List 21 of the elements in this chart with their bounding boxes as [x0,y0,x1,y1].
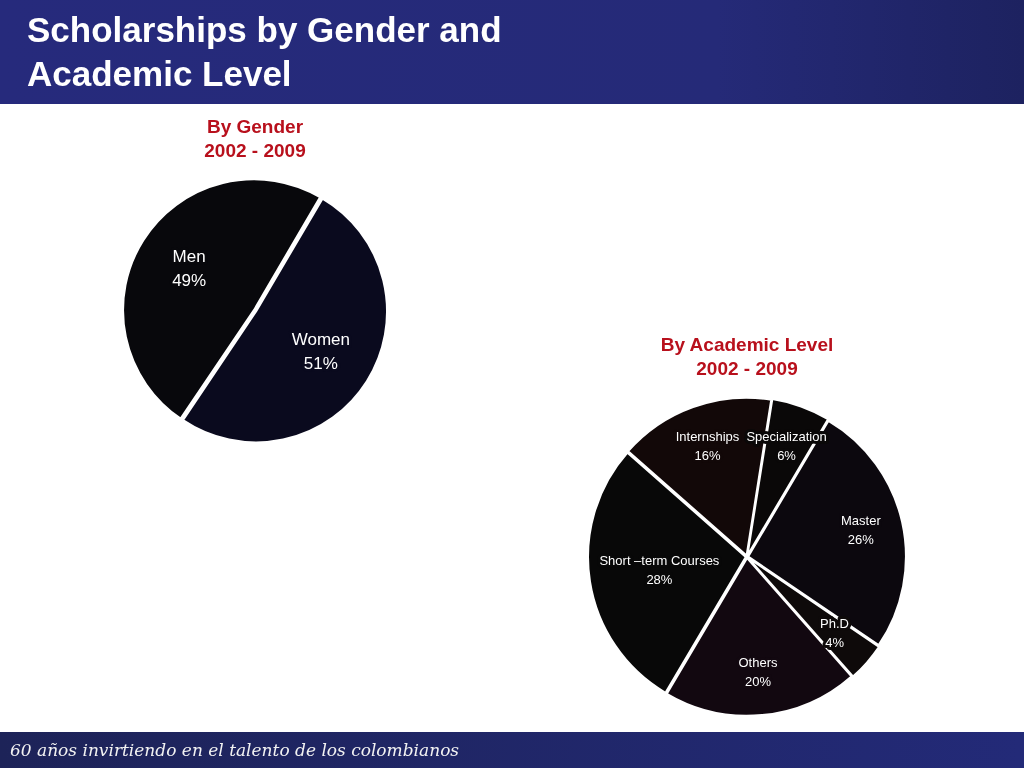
data-label: 6% [777,448,797,463]
slice-label: Short –term Courses [599,552,720,568]
data-label: 20% [744,673,772,689]
chart-title: By Academic Level [660,333,834,355]
text: Scholarships by Gender and Academic Level [27,9,503,95]
slice-label: Master [841,513,882,529]
slice-label: Women [291,329,350,349]
data-label: 4% [825,634,845,650]
slice-label: Ph.D [820,616,849,632]
data-label: 51% [303,354,338,374]
data-label: 28% [646,571,673,587]
data-label: 26% [847,532,875,548]
slice-label: Internships [675,429,740,445]
chart-subtitle: 2002 - 2009 [204,140,306,162]
chart-subtitle: 2002 - 2009 [696,358,798,380]
data-label: 16% [694,448,721,463]
slice-label: Others [738,655,778,671]
data-label: 49% [172,271,207,291]
chart-title: By Gender [206,115,304,137]
slice-label: Men [172,246,206,266]
text: 60 años invirtiendo en el talento de los colombianos [10,739,460,762]
